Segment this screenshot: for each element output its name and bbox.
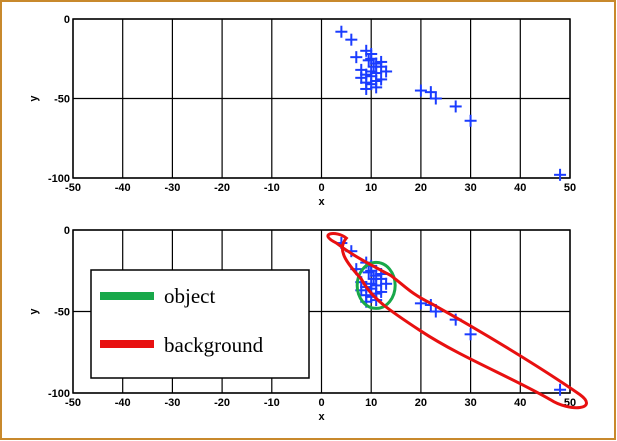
x-tick-label: -30 [164, 397, 180, 409]
data-point [375, 60, 388, 73]
x-tick-label: -20 [214, 182, 230, 194]
y-tick-label: 0 [64, 14, 70, 26]
bottom-x-axis-label: x [318, 411, 325, 423]
x-tick-label: -30 [164, 182, 180, 194]
x-tick-label: 30 [464, 182, 476, 194]
bottom-x-ticks: -50 -40 -30 -20 -10 0 10 20 30 40 50 [65, 397, 576, 409]
bottom-plot-box [72, 229, 571, 394]
object-region-outline [355, 260, 397, 310]
legend-box [90, 269, 310, 379]
x-tick-label: 0 [318, 182, 324, 194]
data-point [365, 277, 378, 290]
data-point [362, 266, 375, 279]
bottom-y-ticks: 0 -50 -100 [48, 225, 70, 400]
top-plot-box [72, 18, 571, 179]
top-data-points [335, 25, 567, 181]
data-point [365, 65, 378, 78]
data-point [335, 25, 348, 38]
data-point [355, 71, 368, 84]
data-point [464, 114, 477, 127]
x-tick-label: 50 [564, 182, 576, 194]
x-tick-label: -50 [65, 397, 81, 409]
data-point [360, 82, 373, 95]
x-tick-label: 40 [514, 182, 526, 194]
legend-swatch-background [100, 340, 154, 348]
data-point [424, 86, 437, 99]
x-tick-label: -40 [115, 397, 131, 409]
data-point [414, 84, 427, 97]
legend-swatch-object [100, 292, 154, 300]
background-region-outline [326, 232, 588, 410]
data-point [370, 81, 383, 94]
data-point [362, 54, 375, 67]
top-scatter-plot: 0-50-100 -50 -40 -30 -20 -10 0 10 20 30 40 50 y x [28, 14, 576, 208]
y-tick-label: -50 [54, 94, 70, 106]
y-tick-label: -100 [48, 388, 70, 400]
x-tick-label: 20 [415, 182, 427, 194]
top-y-axis-label: y [28, 95, 40, 102]
bottom-scatter-plot: 0-50-100 -50 -40 -30 -20 -10 0 10 20 30 40 50 y x … [28, 225, 588, 423]
data-point [365, 264, 378, 277]
data-point [345, 33, 358, 46]
data-point [554, 383, 567, 396]
legend-label-object: object [164, 284, 215, 308]
top-y-ticks: 0 -50 -100 [48, 14, 70, 185]
y-tick-label: 0 [64, 225, 70, 237]
x-tick-label: -20 [214, 397, 230, 409]
bottom-y-axis-label: y [28, 308, 40, 315]
top-x-ticks: -50 -40 -30 -20 -10 0 10 20 30 40 50 [65, 182, 576, 194]
legend: object background [90, 269, 310, 379]
x-tick-label: 10 [365, 397, 377, 409]
y-tick-label: -50 [54, 307, 70, 319]
data-point [365, 52, 378, 65]
y-tick-label: -100 [48, 173, 70, 185]
x-tick-label: -10 [264, 397, 280, 409]
x-tick-label: 40 [514, 397, 526, 409]
x-tick-label: -40 [115, 182, 131, 194]
x-tick-label: -10 [264, 182, 280, 194]
legend-label-background: background [164, 333, 264, 357]
x-tick-label: -50 [65, 182, 81, 194]
top-x-axis-label: x [318, 196, 325, 208]
x-tick-label: 10 [365, 182, 377, 194]
data-point [449, 100, 462, 113]
data-point [464, 328, 477, 341]
data-point [554, 168, 567, 181]
x-tick-label: 0 [318, 397, 324, 409]
data-point [375, 272, 388, 285]
data-point [429, 92, 442, 105]
x-tick-label: 20 [415, 397, 427, 409]
x-tick-label: 30 [464, 397, 476, 409]
data-point [350, 51, 363, 64]
